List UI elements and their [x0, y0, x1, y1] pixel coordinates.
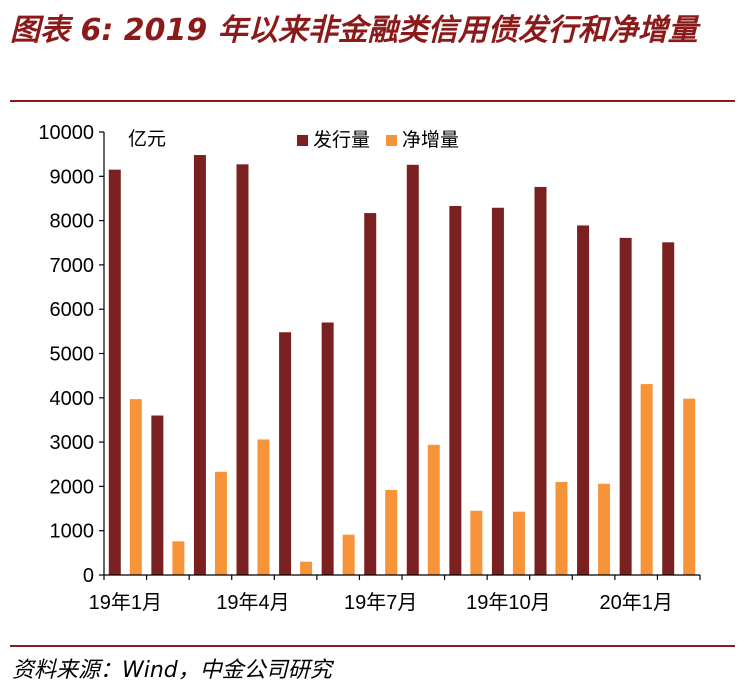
source-note: 资料来源：Wind，中金公司研究 — [12, 658, 332, 683]
bar-issuance — [236, 164, 249, 576]
y-tick-label: 2000 — [50, 476, 95, 498]
y-tick-label: 1000 — [50, 521, 95, 543]
bar-issuance — [619, 237, 632, 575]
bar-issuance — [449, 205, 462, 575]
x-tick-label: 19年4月 — [216, 591, 289, 614]
bar-issuance — [364, 213, 377, 575]
y-tick-label: 8000 — [50, 211, 95, 233]
bar-issuance — [577, 225, 590, 575]
legend-swatch-net-increase — [386, 135, 397, 146]
legend: 发行量 净增量 — [297, 129, 459, 151]
bar-issuance — [662, 242, 675, 575]
bar-net-increase — [385, 489, 398, 575]
bar-net-increase — [555, 481, 568, 575]
x-tick-label: 19年1月 — [89, 591, 162, 614]
bar-issuance — [193, 155, 206, 575]
bar-net-increase — [214, 471, 227, 575]
bar-net-increase — [427, 444, 440, 575]
x-tick-label: 19年10月 — [466, 591, 551, 614]
y-tick-label: 6000 — [50, 299, 95, 321]
y-tick-label: 5000 — [50, 344, 95, 366]
bar-net-increase — [342, 534, 355, 575]
bar-net-increase — [257, 439, 270, 575]
bar-net-increase — [300, 561, 313, 575]
bar-net-increase — [129, 399, 142, 575]
y-axis-ticks: 0 1000 2000 3000 4000 5000 6000 7000 8000 9000 100… — [38, 122, 94, 587]
bar-issuance — [279, 332, 292, 575]
bar-net-increase — [512, 511, 525, 575]
footer-divider — [10, 645, 735, 647]
title-divider — [10, 100, 735, 102]
x-tick-label: 20年1月 — [599, 591, 672, 614]
chart-title: 图表 6: 2019 年以来非金融类信用债发行和净增量 — [10, 13, 698, 48]
bar-net-increase — [683, 398, 696, 575]
x-axis-ticks: 19年1月 19年4月 19年7月 19年10月 20年1月 — [89, 591, 673, 614]
y-tick-label: 0 — [83, 565, 94, 587]
legend-label-net-increase: 净增量 — [402, 129, 459, 151]
x-tick-label: 19年7月 — [344, 591, 417, 614]
bar-chart: 0 1000 2000 3000 4000 5000 6000 7000 8000 9000 100… — [38, 122, 701, 614]
bar-issuance — [534, 186, 547, 575]
bar-net-increase — [598, 483, 611, 575]
y-tick-label: 10000 — [38, 122, 94, 144]
bar-issuance — [491, 207, 504, 575]
bar-issuance — [321, 322, 334, 575]
bar-issuance — [108, 169, 121, 575]
legend-label-issuance: 发行量 — [313, 129, 370, 151]
bar-net-increase — [640, 384, 653, 575]
bar-issuance — [151, 415, 164, 575]
bar-net-increase — [470, 510, 483, 575]
y-tick-label: 4000 — [50, 388, 95, 410]
bars — [108, 155, 696, 576]
unit-label: 亿元 — [128, 128, 166, 150]
y-tick-label: 3000 — [50, 432, 95, 454]
y-tick-label: 9000 — [50, 166, 95, 188]
legend-swatch-issuance — [297, 135, 308, 146]
bar-net-increase — [172, 541, 185, 575]
bar-issuance — [406, 164, 419, 576]
axes — [99, 131, 701, 580]
y-tick-label: 7000 — [50, 255, 95, 277]
